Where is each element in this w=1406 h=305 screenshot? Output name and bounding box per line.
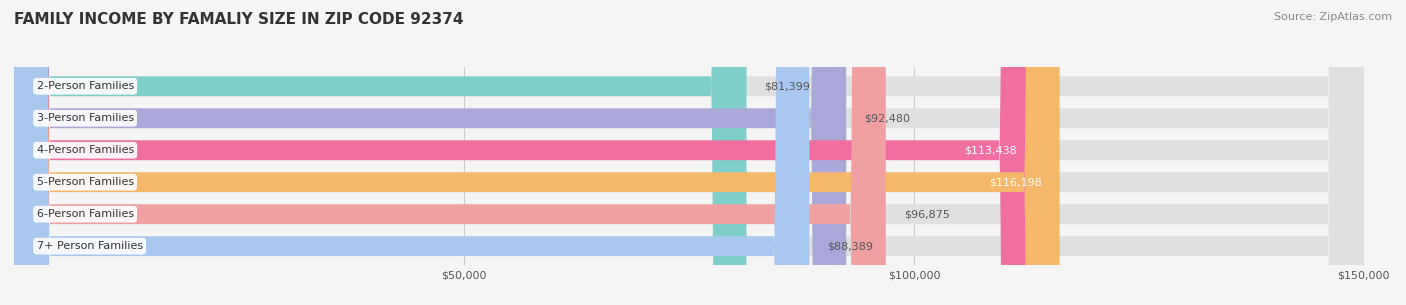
Text: $88,389: $88,389 — [827, 241, 873, 251]
Text: Source: ZipAtlas.com: Source: ZipAtlas.com — [1274, 12, 1392, 22]
Text: 2-Person Families: 2-Person Families — [37, 81, 134, 91]
FancyBboxPatch shape — [14, 0, 747, 305]
Text: $96,875: $96,875 — [904, 209, 949, 219]
FancyBboxPatch shape — [14, 0, 1364, 305]
FancyBboxPatch shape — [14, 0, 846, 305]
FancyBboxPatch shape — [14, 0, 1364, 305]
Text: 6-Person Families: 6-Person Families — [37, 209, 134, 219]
FancyBboxPatch shape — [14, 0, 1364, 305]
FancyBboxPatch shape — [14, 0, 1364, 305]
FancyBboxPatch shape — [14, 0, 1035, 305]
Text: 7+ Person Families: 7+ Person Families — [37, 241, 142, 251]
FancyBboxPatch shape — [14, 0, 1364, 305]
FancyBboxPatch shape — [14, 0, 810, 305]
Text: $92,480: $92,480 — [865, 113, 910, 123]
FancyBboxPatch shape — [14, 0, 886, 305]
Text: 4-Person Families: 4-Person Families — [37, 145, 134, 155]
Text: 5-Person Families: 5-Person Families — [37, 177, 134, 187]
FancyBboxPatch shape — [14, 0, 1060, 305]
FancyBboxPatch shape — [14, 0, 1364, 305]
Text: $113,438: $113,438 — [965, 145, 1017, 155]
Text: $116,198: $116,198 — [988, 177, 1042, 187]
Text: $81,399: $81,399 — [765, 81, 810, 91]
Text: 3-Person Families: 3-Person Families — [37, 113, 134, 123]
Text: FAMILY INCOME BY FAMALIY SIZE IN ZIP CODE 92374: FAMILY INCOME BY FAMALIY SIZE IN ZIP COD… — [14, 12, 464, 27]
